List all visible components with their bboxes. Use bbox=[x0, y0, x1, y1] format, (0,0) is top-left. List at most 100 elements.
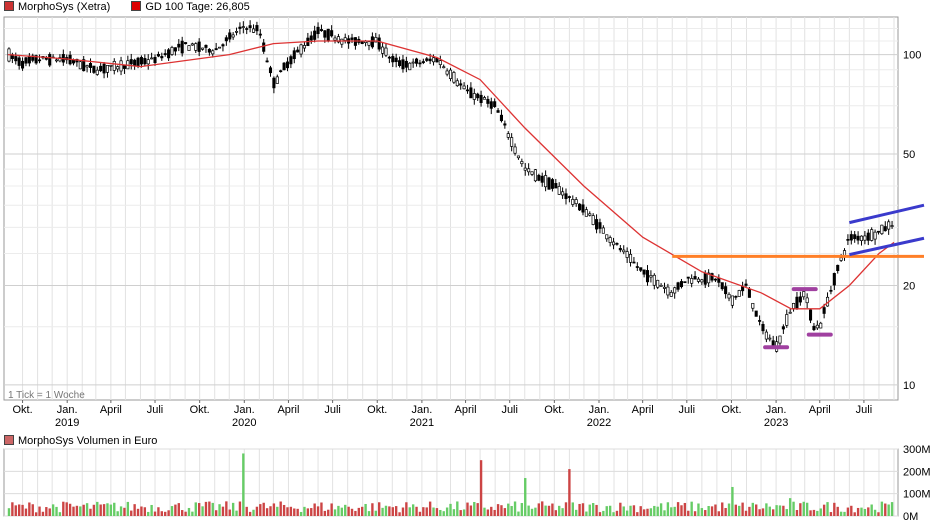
candle-body bbox=[608, 237, 612, 243]
price-legend: MorphoSys (Xetra) GD 100 Tage: 26,805 bbox=[4, 0, 268, 14]
volume-bar bbox=[157, 507, 160, 516]
volume-bar bbox=[361, 506, 364, 516]
candle-body bbox=[533, 169, 537, 182]
candle-body bbox=[296, 49, 300, 53]
y-tick-label: 50 bbox=[903, 149, 915, 161]
candle-body bbox=[452, 72, 456, 83]
candle-body bbox=[842, 250, 847, 256]
candle-body bbox=[381, 46, 385, 54]
volume-bar bbox=[357, 507, 360, 516]
volume-bar bbox=[880, 501, 884, 516]
candle-body bbox=[428, 58, 432, 62]
candle-body bbox=[316, 26, 320, 35]
volume-bar bbox=[255, 506, 259, 516]
candle-body bbox=[163, 53, 167, 55]
volume-bar bbox=[428, 501, 432, 516]
volume-bar bbox=[177, 503, 180, 516]
candle-body bbox=[58, 57, 62, 62]
volume-bar bbox=[306, 508, 310, 516]
volume-bar bbox=[578, 503, 581, 516]
volume-bar bbox=[126, 501, 130, 516]
volume-bar bbox=[856, 507, 860, 516]
volume-panel: 0M 100M 200M 300M bbox=[3, 444, 931, 523]
candle-body bbox=[873, 231, 877, 240]
candle-body bbox=[156, 53, 160, 57]
candle-body bbox=[584, 209, 588, 217]
volume-bar bbox=[187, 507, 191, 516]
volume-bar bbox=[591, 503, 595, 516]
candle-body bbox=[639, 267, 643, 271]
volume-bar bbox=[327, 509, 330, 516]
volume-bar bbox=[371, 503, 374, 516]
candle-body bbox=[676, 282, 680, 290]
volume-bar bbox=[435, 508, 439, 516]
candle-body bbox=[628, 253, 633, 263]
volume-bar bbox=[388, 506, 391, 516]
candle-body bbox=[184, 42, 188, 45]
candle-body bbox=[666, 286, 670, 296]
candle-body bbox=[319, 29, 323, 32]
x-tick-label: Juli bbox=[856, 404, 873, 416]
candle-body bbox=[394, 57, 398, 63]
volume-bar bbox=[377, 502, 381, 516]
volume-bar bbox=[422, 507, 425, 516]
legend-swatch-price bbox=[4, 1, 14, 11]
volume-bar bbox=[541, 501, 544, 516]
candle-body bbox=[727, 293, 731, 299]
volume-bar bbox=[136, 508, 140, 516]
x-tick-year: 2023 bbox=[764, 417, 788, 429]
candle-body bbox=[228, 32, 232, 40]
candle-body bbox=[856, 235, 860, 241]
volume-bar bbox=[279, 501, 282, 516]
candle-body bbox=[472, 93, 476, 100]
volume-bar bbox=[211, 502, 214, 516]
volume-bar bbox=[462, 509, 466, 516]
candle-body bbox=[445, 70, 449, 75]
volume-bar bbox=[887, 504, 890, 516]
volume-bar bbox=[147, 511, 150, 516]
y-tick-label: 100 bbox=[903, 50, 921, 62]
volume-bar bbox=[303, 506, 306, 516]
volume-bar bbox=[822, 504, 826, 516]
candle-body bbox=[465, 89, 470, 92]
candle-body bbox=[258, 33, 262, 36]
candle-body bbox=[656, 279, 660, 288]
volume-bar bbox=[659, 503, 663, 516]
volume-bar bbox=[602, 510, 605, 516]
volume-bar bbox=[683, 502, 687, 516]
candle-body bbox=[38, 59, 42, 62]
volume-bar bbox=[771, 509, 775, 516]
candle-body bbox=[282, 62, 286, 71]
volume-bar bbox=[839, 511, 843, 516]
candle-body bbox=[476, 93, 480, 99]
volume-bar bbox=[816, 510, 819, 516]
candle-body bbox=[112, 61, 116, 71]
x-tick-year: 2021 bbox=[410, 417, 434, 429]
legend-swatch-ma bbox=[131, 1, 142, 11]
legend-swatch-volume bbox=[4, 435, 14, 445]
volume-bar bbox=[245, 506, 248, 516]
volume-bar bbox=[513, 501, 517, 516]
candle-body bbox=[408, 62, 412, 71]
volume-bar bbox=[809, 510, 812, 516]
candle-body bbox=[129, 59, 133, 65]
volume-bar bbox=[272, 503, 276, 516]
volume-bar bbox=[456, 501, 459, 516]
volume-bar bbox=[58, 512, 62, 516]
candle-body bbox=[279, 70, 283, 73]
volume-bar bbox=[493, 509, 496, 516]
candle-body bbox=[839, 257, 843, 261]
volume-bar bbox=[21, 504, 24, 516]
candle-body bbox=[578, 203, 582, 211]
x-tick-label: Jan. bbox=[766, 404, 787, 416]
volume-bar bbox=[323, 510, 327, 516]
volume-bar bbox=[109, 504, 113, 516]
volume-bar bbox=[700, 508, 704, 516]
candle-body bbox=[567, 196, 571, 198]
candle-body bbox=[758, 320, 762, 322]
candle-body bbox=[421, 61, 425, 64]
candle-body bbox=[387, 56, 391, 59]
candle-body bbox=[404, 60, 408, 68]
volume-bar bbox=[48, 508, 51, 516]
